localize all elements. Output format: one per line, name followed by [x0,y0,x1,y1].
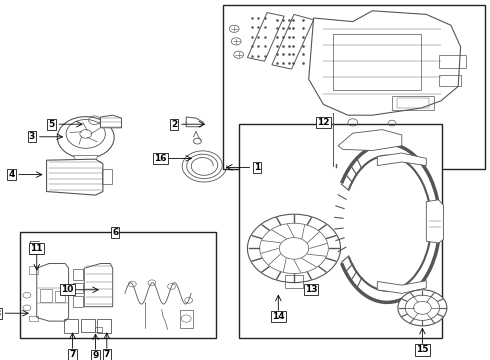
Text: 4: 4 [8,170,15,179]
Polygon shape [84,264,113,307]
Bar [285,275,303,288]
Bar [29,316,38,321]
Bar [73,296,83,307]
Bar [439,75,461,86]
Bar [333,34,421,90]
Text: 7: 7 [103,350,110,359]
Bar [73,269,83,280]
Text: 16: 16 [154,154,167,163]
Text: 10: 10 [61,285,74,294]
Bar [95,327,102,332]
Polygon shape [377,153,426,166]
Bar [20,232,216,338]
Polygon shape [37,264,69,321]
Text: 1: 1 [254,163,260,172]
Text: 5: 5 [49,120,54,129]
Bar [73,283,83,293]
Polygon shape [247,13,284,61]
Bar [239,124,442,338]
Bar [102,169,112,184]
Bar [180,310,193,328]
Text: 11: 11 [30,244,43,253]
Bar [392,96,434,110]
Polygon shape [377,281,426,293]
Text: 3: 3 [29,132,35,141]
Text: 6: 6 [112,228,118,237]
Polygon shape [272,14,314,69]
Polygon shape [426,200,443,243]
Polygon shape [309,11,461,115]
Bar [81,319,95,332]
Bar [29,266,38,274]
Polygon shape [47,159,103,195]
Text: 7: 7 [69,350,76,359]
Bar [397,98,429,108]
Circle shape [247,214,341,283]
Text: 12: 12 [317,118,330,127]
Polygon shape [100,115,122,128]
Polygon shape [74,156,98,161]
Bar [223,5,485,169]
Text: 14: 14 [272,312,285,321]
Bar [40,289,52,302]
Text: 15: 15 [416,346,429,354]
Text: 13: 13 [305,285,318,294]
Polygon shape [338,130,402,150]
Text: 2: 2 [171,120,177,129]
Bar [439,55,466,68]
Bar [64,319,78,333]
Polygon shape [186,117,203,127]
Text: 9: 9 [92,351,99,360]
Circle shape [398,290,447,326]
Bar [55,291,65,302]
Bar [97,319,111,333]
